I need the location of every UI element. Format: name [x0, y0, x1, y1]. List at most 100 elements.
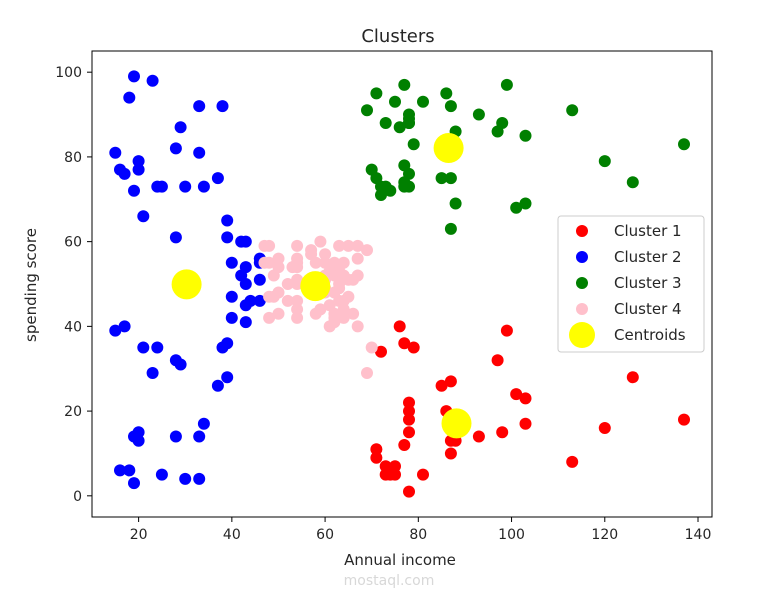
cluster-3-point — [500, 78, 513, 91]
y-axis-ticks: 0 20 40 60 80 100 — [55, 65, 92, 505]
cluster-4-point — [263, 239, 276, 252]
x-tick-label: 60 — [316, 527, 334, 543]
cluster-2-point — [193, 430, 206, 443]
cluster-4-point — [337, 311, 350, 324]
legend-marker — [569, 322, 595, 348]
cluster-1-point — [491, 354, 504, 367]
cluster-3-point — [393, 121, 406, 134]
cluster-1-point — [375, 345, 387, 358]
cluster-4-point — [263, 256, 276, 269]
cluster-2-point — [174, 358, 187, 371]
legend-label: Cluster 1 — [614, 222, 682, 240]
cluster-3-point — [435, 172, 448, 185]
cluster-2-point — [179, 180, 192, 193]
cluster-4-point — [281, 278, 294, 290]
cluster-1-point — [393, 320, 406, 333]
cluster-3-point — [444, 100, 457, 113]
cluster-3-point — [444, 222, 457, 235]
y-tick-label: 60 — [64, 235, 82, 251]
cluster-4-point — [291, 294, 304, 307]
cluster-2-point — [137, 341, 150, 354]
chart-title: Clusters — [361, 26, 434, 47]
cluster-2-point — [128, 70, 140, 83]
x-tick-label: 100 — [498, 527, 525, 543]
cluster-1-point — [403, 396, 415, 409]
cluster-3-point — [361, 104, 373, 117]
cluster-2-point — [197, 180, 210, 193]
legend-box — [557, 215, 705, 353]
cluster-3-point — [389, 95, 401, 108]
cluster-1-point — [403, 413, 415, 426]
cluster-1-point — [389, 460, 401, 473]
cluster-1-point — [403, 405, 415, 418]
y-tick-label: 0 — [73, 489, 82, 505]
cluster-1-point — [398, 439, 411, 451]
cluster-1-point — [444, 447, 457, 460]
cluster-2-point — [211, 172, 224, 185]
cluster-1-point — [370, 443, 383, 456]
legend-marker — [576, 277, 588, 289]
cluster-1-point — [626, 371, 639, 384]
cluster-4-point — [361, 244, 373, 257]
cluster-4-point — [333, 239, 346, 252]
legend: Cluster 1 Cluster 2 Cluster 3 Cluster 4 Cent… — [557, 215, 705, 353]
cluster-3-point — [472, 108, 485, 121]
cluster-1-point — [398, 337, 411, 350]
y-tick-label: 100 — [55, 65, 82, 81]
cluster-1-point — [566, 455, 579, 468]
cluster-1-point — [407, 341, 420, 354]
plot-frame — [91, 50, 713, 518]
cluster-4-point — [328, 316, 341, 329]
cluster-2-point — [221, 231, 234, 244]
cluster-2-point — [118, 167, 131, 180]
legend-label: Cluster 4 — [614, 300, 682, 318]
cluster-3-point — [384, 184, 397, 197]
cluster-2-point — [221, 214, 234, 227]
legend-label: Cluster 2 — [614, 248, 682, 266]
cluster-2-point — [155, 468, 168, 481]
cluster-4-point — [291, 261, 304, 274]
cluster-4-point — [291, 311, 304, 324]
cluster-1-point — [472, 430, 485, 443]
x-tick-label: 120 — [591, 527, 618, 543]
cluster-4-point — [337, 256, 350, 269]
x-tick-label: 140 — [685, 527, 712, 543]
legend-label: Cluster 3 — [614, 274, 682, 292]
cluster-3-point — [403, 108, 415, 121]
cluster-2-point — [132, 163, 145, 176]
legend-label: Centroids — [614, 326, 686, 344]
cluster-4-point — [347, 307, 360, 320]
cluster-2-point — [193, 100, 206, 113]
y-tick-label: 40 — [64, 319, 82, 335]
cluster-2-point — [169, 430, 182, 443]
cluster-2-point — [128, 477, 140, 490]
cluster-4-point — [365, 341, 378, 354]
cluster-3-point — [379, 117, 392, 129]
y-axis-label: spending score — [22, 228, 40, 342]
cluster-4-point — [342, 290, 355, 303]
cluster-4-point — [263, 311, 276, 324]
cluster-1-point — [370, 451, 383, 464]
cluster-2-point — [123, 464, 136, 477]
cluster-2-point — [193, 146, 206, 159]
cluster-4-point — [272, 252, 285, 265]
cluster-4-point — [351, 320, 364, 333]
cluster-2-point — [239, 278, 252, 290]
cluster-2-point — [151, 341, 164, 354]
cluster-4-point — [291, 239, 304, 252]
cluster-2-point — [244, 294, 257, 307]
cluster-4-point — [291, 303, 304, 316]
legend-marker — [576, 251, 588, 263]
cluster-2-point — [146, 367, 159, 379]
cluster-4-point — [281, 294, 294, 307]
cluster-3-point — [440, 87, 453, 100]
cluster-4-point — [314, 235, 327, 248]
cluster-3-point — [678, 138, 690, 151]
cluster-2-point — [109, 146, 122, 159]
cluster-1-point — [496, 426, 509, 439]
cluster-2-point — [221, 371, 234, 384]
cluster-2-point — [216, 100, 229, 113]
cluster-1-point — [510, 388, 523, 401]
x-axis-ticks: 20 40 60 80 100 120 140 — [130, 517, 712, 543]
